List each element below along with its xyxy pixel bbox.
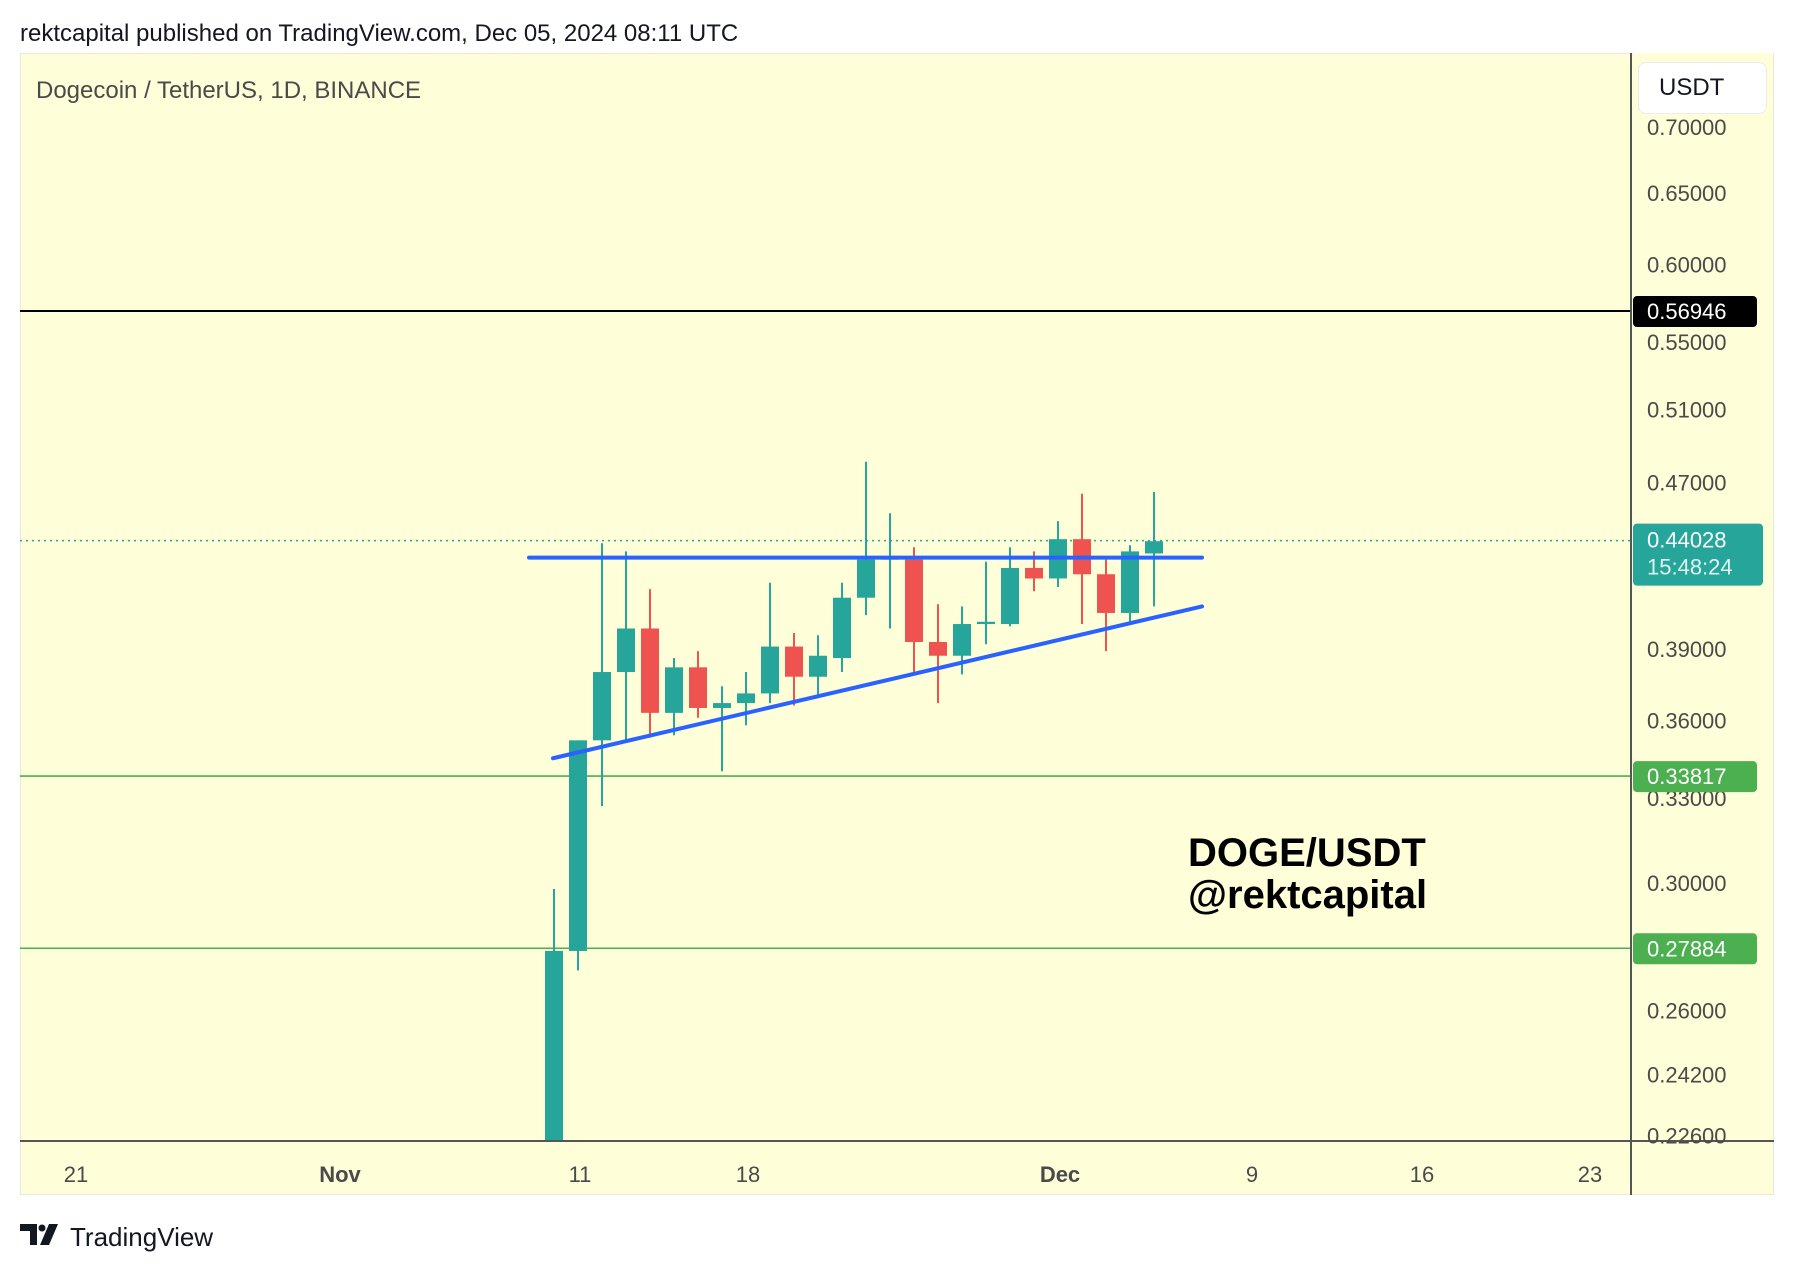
price-tick-label: 0.24200 bbox=[1647, 1063, 1727, 1088]
candle-body bbox=[641, 628, 659, 713]
candle-body bbox=[1025, 567, 1043, 579]
plot-area[interactable] bbox=[20, 310, 1631, 1201]
currency-button[interactable]: USDT bbox=[1638, 62, 1767, 114]
support-level-lower-label-bg bbox=[1633, 933, 1757, 965]
candle-body bbox=[857, 559, 875, 598]
resistance-level-label: 0.56946 bbox=[1647, 299, 1727, 324]
time-tick-label: 18 bbox=[736, 1162, 760, 1187]
last-price-label: 0.44028 bbox=[1647, 528, 1727, 553]
chart-panel[interactable] bbox=[20, 53, 1774, 1195]
price-tick-label: 0.30000 bbox=[1647, 871, 1727, 896]
price-tick-label: 0.65000 bbox=[1647, 181, 1727, 206]
last-price-label-bg bbox=[1633, 523, 1763, 586]
candle-body bbox=[785, 646, 803, 677]
tradingview-wordmark: TradingView bbox=[70, 1222, 214, 1252]
bar-countdown-label: 15:48:24 bbox=[1647, 555, 1733, 580]
support-level-lower-label: 0.27884 bbox=[1647, 936, 1727, 961]
price-tick-label: 0.51000 bbox=[1647, 397, 1727, 422]
candle-body bbox=[1001, 567, 1019, 625]
time-tick-label: 16 bbox=[1410, 1162, 1434, 1187]
support-level-upper-label: 0.33817 bbox=[1647, 764, 1727, 789]
candle-body bbox=[665, 667, 683, 713]
candle-body bbox=[545, 950, 563, 1141]
price-tick-label: 0.36000 bbox=[1647, 708, 1727, 733]
tradingview-logo-icon bbox=[20, 1222, 64, 1253]
candle-body bbox=[737, 693, 755, 704]
candle-body bbox=[953, 624, 971, 656]
price-tick-label: 0.39000 bbox=[1647, 637, 1727, 662]
candle-body bbox=[569, 740, 587, 951]
chart-watermark: DOGE/USDT @rektcapital bbox=[1188, 832, 1427, 916]
time-tick-label: 9 bbox=[1246, 1162, 1258, 1187]
watermark-author: @rektcapital bbox=[1188, 873, 1428, 917]
price-tick-label: 0.47000 bbox=[1647, 470, 1727, 495]
price-tick-label: 0.55000 bbox=[1647, 330, 1727, 355]
symbol-title: Dogecoin / TetherUS, 1D, BINANCE bbox=[36, 77, 422, 104]
candle-body bbox=[713, 703, 731, 708]
ascending-triangle-support-trendline[interactable] bbox=[551, 604, 1204, 761]
price-tick-label: 0.22600 bbox=[1647, 1124, 1727, 1149]
candle-body bbox=[905, 559, 923, 643]
price-tick-label: 0.70000 bbox=[1647, 115, 1727, 140]
publish-info: rektcapital published on TradingView.com… bbox=[20, 20, 739, 47]
candle-body bbox=[761, 646, 779, 694]
price-tick-label: 0.26000 bbox=[1647, 999, 1727, 1024]
candle-body bbox=[977, 621, 995, 625]
price-tick-label: 0.60000 bbox=[1647, 252, 1727, 277]
candle-body bbox=[593, 672, 611, 741]
watermark-pair: DOGE/USDT bbox=[1188, 831, 1426, 875]
time-tick-label: Dec bbox=[1040, 1162, 1080, 1187]
candle-body bbox=[929, 642, 947, 656]
support-level-upper-label-bg bbox=[1633, 761, 1757, 793]
candle-body bbox=[1097, 574, 1115, 613]
time-tick-label: 11 bbox=[569, 1162, 592, 1187]
candle-body bbox=[809, 655, 827, 677]
tradingview-brand[interactable]: TradingView bbox=[20, 1222, 213, 1253]
candle-body bbox=[617, 628, 635, 673]
candle-body bbox=[689, 667, 707, 708]
resistance-level-label-bg bbox=[1633, 296, 1757, 328]
time-tick-label: 23 bbox=[1578, 1162, 1602, 1187]
time-tick-label: 21 bbox=[64, 1162, 88, 1187]
candle-body bbox=[833, 597, 851, 659]
candle-body bbox=[1145, 541, 1163, 554]
time-tick-label: Nov bbox=[319, 1162, 361, 1187]
candle-body bbox=[1121, 551, 1139, 613]
